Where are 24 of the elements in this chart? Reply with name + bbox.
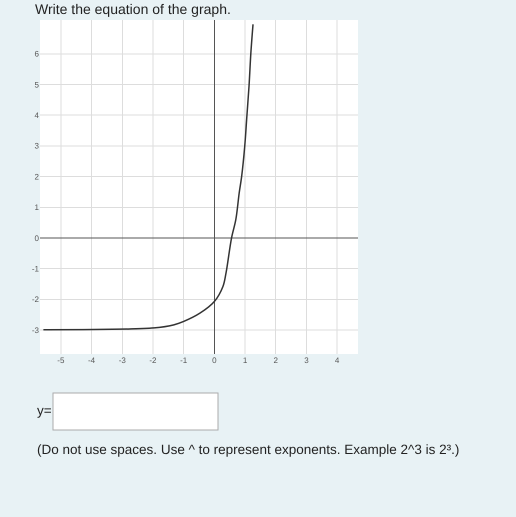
y-tick-label: 4 [34, 110, 40, 120]
x-tick-label: -3 [118, 356, 126, 365]
x-tick-label: 4 [334, 356, 340, 365]
y-tick-label: 0 [34, 234, 40, 243]
x-tick-label: -1 [180, 356, 188, 365]
y-tick-label: 3 [34, 142, 40, 151]
y-tick-label: 1 [34, 203, 40, 212]
y-tick-label: 2 [34, 172, 40, 182]
x-tick-label: -5 [57, 356, 65, 365]
y-tick-label: -2 [32, 295, 40, 304]
chart-title: Write the equation of the graph. [35, 0, 231, 17]
text: y= [37, 403, 52, 418]
x-tick-label: 1 [242, 356, 248, 365]
y-tick-label: -3 [32, 326, 40, 335]
x-tick-label: -2 [149, 356, 158, 365]
y-tick-label: 6 [34, 50, 40, 59]
y-tick-label: 5 [34, 80, 40, 90]
y-tick-label: -1 [32, 264, 40, 274]
x-tick-label: 0 [212, 356, 218, 365]
text: (Do not use spaces. Use ^ to represent exponents. Example 2^3 is 2³.) [37, 442, 460, 457]
x-tick-label: 3 [304, 356, 310, 365]
x-tick-label: 2 [274, 356, 279, 365]
x-tick-label: -4 [88, 356, 96, 365]
line-series [42, 24, 254, 330]
